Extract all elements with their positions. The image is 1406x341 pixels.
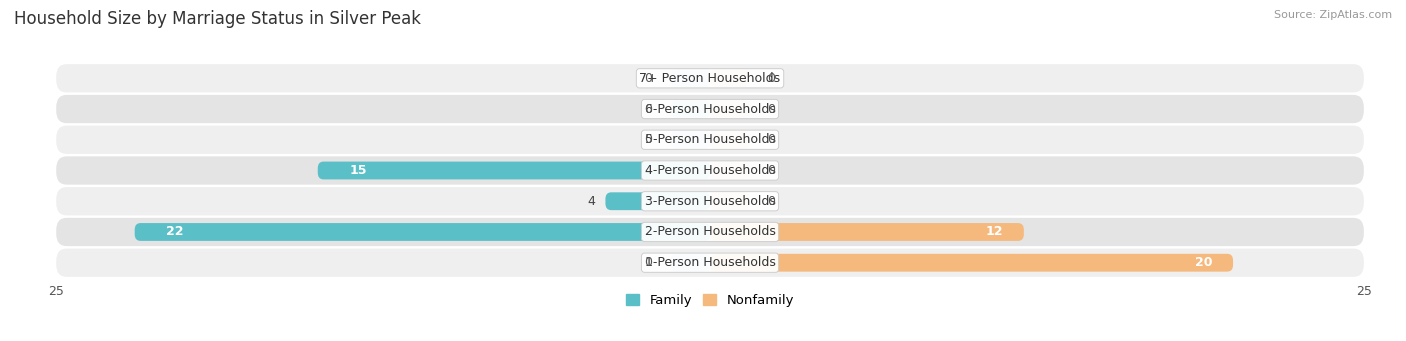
Text: 0: 0 — [644, 256, 652, 269]
Text: 7+ Person Households: 7+ Person Households — [640, 72, 780, 85]
FancyBboxPatch shape — [710, 131, 749, 149]
FancyBboxPatch shape — [671, 69, 710, 87]
Text: 12: 12 — [986, 225, 1002, 238]
Text: Source: ZipAtlas.com: Source: ZipAtlas.com — [1274, 10, 1392, 20]
Text: 0: 0 — [768, 103, 776, 116]
FancyBboxPatch shape — [710, 162, 749, 179]
Text: 3-Person Households: 3-Person Households — [644, 195, 776, 208]
FancyBboxPatch shape — [606, 192, 710, 210]
Text: 4-Person Households: 4-Person Households — [644, 164, 776, 177]
Text: 0: 0 — [768, 72, 776, 85]
Text: 6-Person Households: 6-Person Households — [644, 103, 776, 116]
FancyBboxPatch shape — [135, 223, 710, 241]
FancyBboxPatch shape — [671, 100, 710, 118]
FancyBboxPatch shape — [710, 100, 749, 118]
Text: 4: 4 — [588, 195, 595, 208]
Text: 22: 22 — [166, 225, 184, 238]
Text: 0: 0 — [768, 133, 776, 146]
Text: 20: 20 — [1195, 256, 1212, 269]
FancyBboxPatch shape — [56, 64, 1364, 92]
FancyBboxPatch shape — [56, 125, 1364, 154]
FancyBboxPatch shape — [56, 218, 1364, 246]
Text: 5-Person Households: 5-Person Households — [644, 133, 776, 146]
FancyBboxPatch shape — [710, 223, 1024, 241]
Text: 0: 0 — [768, 195, 776, 208]
Text: 0: 0 — [644, 133, 652, 146]
Text: Household Size by Marriage Status in Silver Peak: Household Size by Marriage Status in Sil… — [14, 10, 420, 28]
FancyBboxPatch shape — [56, 187, 1364, 216]
FancyBboxPatch shape — [56, 249, 1364, 277]
FancyBboxPatch shape — [710, 254, 1233, 272]
FancyBboxPatch shape — [671, 131, 710, 149]
Legend: Family, Nonfamily: Family, Nonfamily — [620, 288, 800, 312]
FancyBboxPatch shape — [671, 254, 710, 272]
FancyBboxPatch shape — [56, 95, 1364, 123]
Text: 0: 0 — [644, 103, 652, 116]
Text: 15: 15 — [349, 164, 367, 177]
FancyBboxPatch shape — [56, 157, 1364, 184]
Text: 0: 0 — [768, 164, 776, 177]
Text: 0: 0 — [644, 72, 652, 85]
FancyBboxPatch shape — [710, 69, 749, 87]
Text: 2-Person Households: 2-Person Households — [644, 225, 776, 238]
Text: 1-Person Households: 1-Person Households — [644, 256, 776, 269]
FancyBboxPatch shape — [710, 192, 749, 210]
FancyBboxPatch shape — [318, 162, 710, 179]
